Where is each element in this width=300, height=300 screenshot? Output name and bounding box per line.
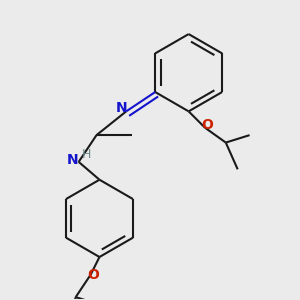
Text: O: O xyxy=(88,268,100,282)
Text: N: N xyxy=(116,101,128,116)
Text: O: O xyxy=(201,118,213,132)
Text: N: N xyxy=(67,153,79,167)
Text: H: H xyxy=(81,148,91,161)
